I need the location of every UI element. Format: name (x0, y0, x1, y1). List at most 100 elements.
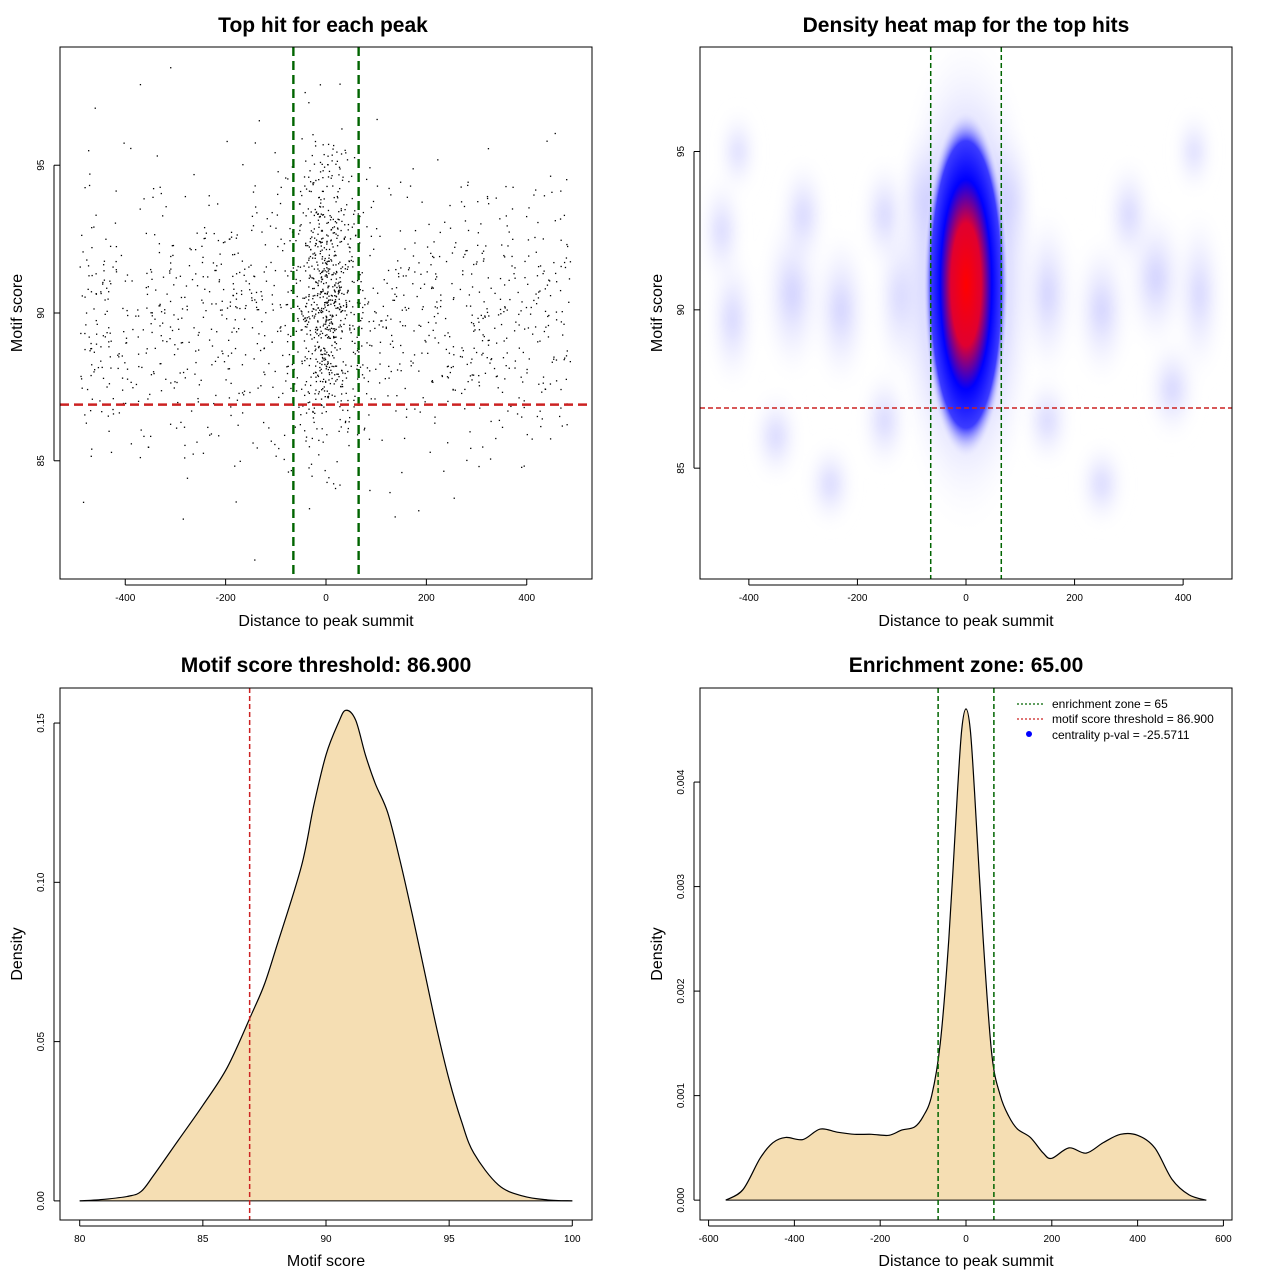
scatter-point (508, 279, 510, 282)
scatter-point (537, 221, 539, 224)
scatter-point (220, 263, 222, 265)
scatter-point (336, 271, 338, 274)
scatter-point (399, 181, 402, 183)
scatter-point (268, 362, 270, 365)
scatter-point (115, 245, 118, 248)
scatter-point (308, 508, 311, 510)
scatter-point (333, 144, 335, 147)
scatter-point (328, 248, 331, 251)
scatter-point (222, 352, 224, 355)
scatter-point (325, 248, 328, 251)
scatter-point (321, 278, 324, 280)
scatter-point (312, 411, 314, 413)
heatmap-y-label: Motif score (649, 274, 666, 352)
scatter-point (375, 368, 377, 370)
scatter-point (449, 371, 451, 374)
scatter-point (331, 243, 333, 245)
scatter-point (481, 340, 484, 342)
scatter-point (434, 337, 436, 339)
scatter-point (422, 397, 424, 399)
scatter-point (335, 222, 338, 224)
scatter-point (102, 377, 105, 380)
scatter-point (511, 255, 513, 258)
scatter-point (310, 211, 312, 213)
scatter-point (432, 329, 434, 332)
scatter-point (407, 269, 410, 271)
scatter-point (348, 246, 350, 248)
scatter-point (565, 355, 568, 357)
scatter-point (147, 286, 149, 288)
scatter-point (314, 145, 317, 147)
scatter-point (468, 294, 471, 296)
scatter-point (159, 325, 161, 327)
scatter-point (139, 208, 141, 210)
scatter-point (297, 305, 299, 308)
scatter-point (203, 226, 206, 229)
scatter-point (315, 239, 318, 241)
scatter-point (146, 348, 148, 350)
scatter-point (309, 237, 312, 240)
scatter-point (94, 107, 96, 109)
scatter-point (255, 301, 258, 304)
scatter-point (326, 334, 328, 336)
scatter-point (335, 270, 338, 273)
scatter-point (328, 285, 330, 287)
scatter-point (566, 350, 568, 352)
scatter-point (258, 120, 260, 122)
scatter-point (350, 175, 353, 177)
scatter-point (265, 280, 268, 282)
scatter-point (91, 246, 93, 249)
scatter-point (184, 195, 187, 198)
scatter-point (317, 328, 319, 331)
scatter-point (434, 416, 436, 418)
scatter-point (348, 300, 351, 302)
scatter-point (350, 311, 352, 314)
scatter-point (339, 324, 341, 326)
scatter-point (384, 378, 386, 380)
scatter-point (324, 292, 326, 295)
scatter-point (326, 337, 329, 339)
scatter-point (143, 198, 145, 200)
scatter-point (330, 278, 332, 281)
scatter-point (483, 301, 485, 303)
scatter-point (555, 380, 558, 382)
scatter-point (522, 381, 524, 383)
scatter-point (287, 178, 289, 180)
scatter-point (340, 286, 342, 288)
scatter-point (524, 328, 526, 330)
scatter-point (528, 358, 530, 360)
scatter-point (327, 304, 329, 307)
scatter-point (309, 241, 311, 243)
scatter-point (333, 328, 336, 330)
scatter-point (445, 260, 448, 263)
scatter-point (317, 284, 319, 287)
scatter-point (97, 366, 100, 369)
scatter-point (331, 394, 333, 396)
scatter-point (258, 333, 260, 335)
scatter-point (225, 318, 228, 320)
scatter-point (127, 314, 129, 317)
scatter-point (100, 291, 102, 293)
scatter-point (313, 308, 315, 310)
scatter-point (334, 329, 336, 332)
scatter-point (81, 387, 83, 389)
scatter-point (342, 272, 345, 274)
scatter-point (153, 372, 155, 375)
scatter-point (349, 247, 351, 249)
scatter-point (345, 377, 348, 379)
scatter-point (340, 426, 342, 428)
scatter-point (542, 272, 544, 275)
scatter-point (337, 191, 339, 193)
scatter-point (344, 236, 346, 238)
scatter-point (186, 305, 188, 307)
scatter-point (299, 423, 302, 426)
scatter-point (115, 260, 117, 263)
scatter-point (340, 306, 342, 308)
scatter-point (304, 356, 306, 358)
scatter-point (317, 320, 319, 322)
scatter-point (342, 176, 344, 178)
scatter-point (327, 304, 330, 306)
scatter-point (539, 290, 541, 292)
scatter-point (325, 315, 327, 317)
scatter-point (209, 434, 211, 436)
